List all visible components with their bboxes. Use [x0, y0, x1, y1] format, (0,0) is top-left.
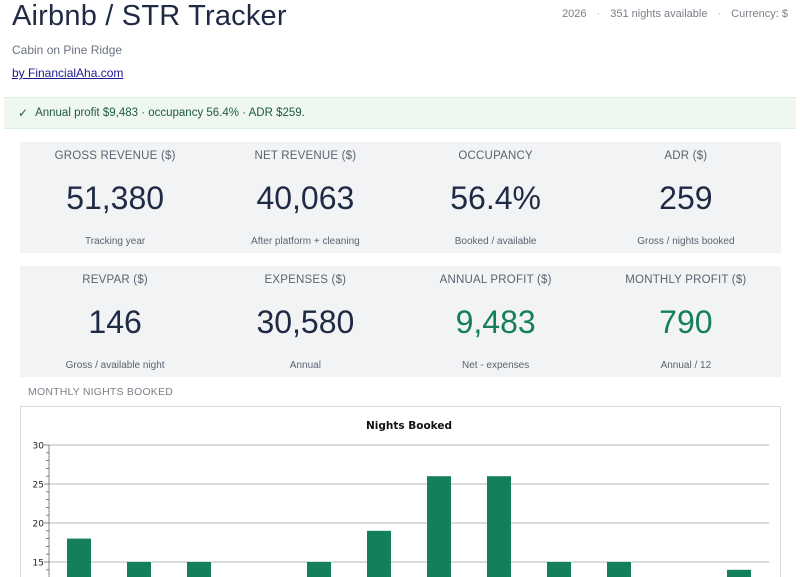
nights-booked-chart: Nights Booked 15 20 25 30 [20, 406, 781, 577]
bar [67, 538, 91, 577]
meta-separator: · [596, 8, 601, 20]
y-tick-label: 15 [33, 559, 44, 569]
kpi-label: NET REVENUE ($) [254, 150, 357, 162]
bar [487, 476, 511, 577]
kpi-value: 51,380 [66, 180, 165, 216]
kpi-row-revenue: GROSS REVENUE ($) 51,380 Tracking year N… [20, 142, 781, 253]
kpi-row-profit: REVPAR ($) 146 Gross / available night E… [20, 266, 781, 377]
page-title: Airbnb / STR Tracker [12, 0, 287, 32]
chart-canvas: Nights Booked 15 20 25 30 [33, 420, 769, 577]
kpi-caption: Annual / 12 [660, 360, 712, 371]
kpi-annual-profit: ANNUAL PROFIT ($) 9,483 Net - expenses [401, 266, 591, 377]
chart-section-label: MONTHLY NIGHTS BOOKED [28, 386, 173, 398]
bar [607, 562, 631, 577]
kpi-value: 40,063 [256, 180, 355, 216]
kpi-caption: Annual [289, 360, 321, 371]
kpi-caption: Gross / nights booked [637, 236, 735, 247]
kpi-revpar: REVPAR ($) 146 Gross / available night [20, 266, 210, 377]
kpi-label: ADR ($) [664, 150, 708, 162]
nights-available-label: 351 nights available [610, 8, 708, 20]
meta-separator: · [717, 8, 722, 20]
kpi-caption: Gross / available night [65, 360, 165, 371]
kpi-caption: Tracking year [85, 236, 146, 247]
bar [187, 562, 211, 577]
bar [547, 562, 571, 577]
check-icon: ✓ [18, 106, 29, 120]
kpi-label: OCCUPANCY [458, 150, 533, 162]
kpi-adr: ADR ($) 259 Gross / nights booked [591, 142, 781, 253]
kpi-net-revenue: NET REVENUE ($) 40,063 After platform + … [210, 142, 400, 253]
y-tick-label: 30 [33, 442, 45, 452]
kpi-caption: After platform + cleaning [251, 236, 360, 247]
kpi-value: 9,483 [455, 304, 536, 340]
chart-title: Nights Booked [366, 420, 452, 432]
kpi-value: 259 [659, 180, 713, 216]
bar [727, 569, 751, 577]
kpi-label: EXPENSES ($) [264, 274, 347, 286]
kpi-monthly-profit: MONTHLY PROFIT ($) 790 Annual / 12 [591, 266, 781, 377]
kpi-value: 56.4% [450, 180, 541, 216]
kpi-caption: Net - expenses [461, 360, 530, 371]
bar [427, 476, 451, 577]
bar [127, 562, 151, 577]
kpi-gross-revenue: GROSS REVENUE ($) 51,380 Tracking year [20, 142, 210, 253]
kpi-occupancy: OCCUPANCY 56.4% Booked / available [401, 142, 591, 253]
y-tick-label: 25 [33, 481, 44, 491]
kpi-expenses: EXPENSES ($) 30,580 Annual [210, 266, 400, 377]
header-meta: 2026 · 351 nights available · Currency: … [562, 8, 788, 20]
summary-banner: ✓ Annual profit $9,483 · occupancy 56.4%… [4, 97, 796, 129]
kpi-value: 790 [659, 304, 713, 340]
kpi-label: REVPAR ($) [82, 274, 148, 286]
kpi-label: GROSS REVENUE ($) [54, 150, 176, 162]
property-name: Cabin on Pine Ridge [12, 43, 123, 57]
kpi-caption: Booked / available [454, 236, 537, 247]
kpi-value: 146 [88, 304, 142, 340]
currency-label: Currency: $ [731, 8, 788, 20]
bar [307, 562, 331, 577]
kpi-value: 30,580 [256, 304, 355, 340]
kpi-label: ANNUAL PROFIT ($) [439, 274, 552, 286]
kpi-label: MONTHLY PROFIT ($) [625, 274, 747, 286]
y-tick-label: 20 [33, 520, 45, 530]
summary-text: Annual profit $9,483 · occupancy 56.4% ·… [35, 107, 305, 119]
bar [367, 530, 391, 577]
year-label: 2026 [562, 8, 587, 20]
byline-link[interactable]: by FinancialAha.com [12, 66, 124, 80]
